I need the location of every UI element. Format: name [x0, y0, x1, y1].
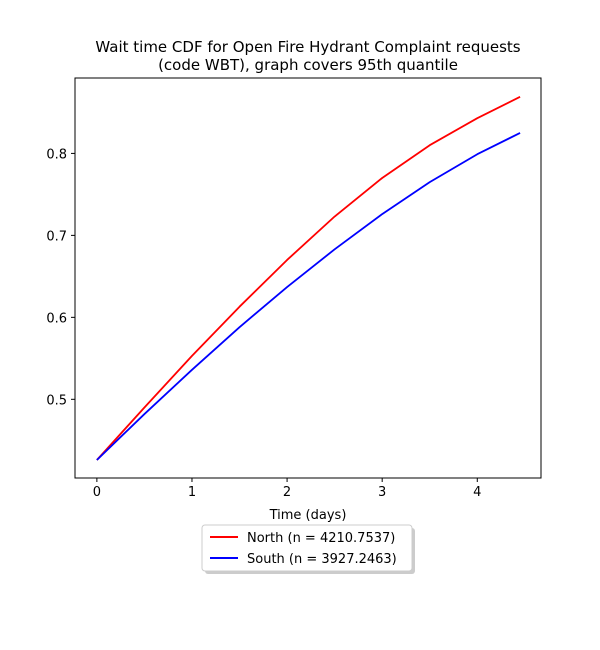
y-tick-label: 0.6	[46, 311, 67, 326]
chart-title-line-1: Wait time CDF for Open Fire Hydrant Comp…	[95, 38, 520, 56]
x-tick-label: 1	[188, 485, 196, 500]
plot-area-frame	[74, 77, 542, 479]
y-tick-label: 0.7	[46, 229, 67, 244]
x-tick-label: 0	[93, 485, 101, 500]
x-axis-label: Time (days)	[269, 508, 347, 523]
x-tick-label: 4	[473, 485, 481, 500]
legend-entry-label: South (n = 3927.2463)	[247, 552, 397, 567]
series-line-north	[96, 96, 521, 461]
chart-title-line-2: (code WBT), graph covers 95th quantile	[158, 56, 458, 74]
y-tick-label: 0.5	[46, 393, 67, 408]
legend: North (n = 4210.7537) South (n = 3927.246…	[201, 524, 415, 574]
legend-entry-label: North (n = 4210.7537)	[247, 531, 395, 546]
legend-box	[201, 524, 413, 572]
series-line-south	[96, 132, 521, 461]
y-axis-ticks: 0.5 0.6 0.7 0.8	[46, 147, 75, 408]
x-tick-label: 3	[378, 485, 386, 500]
y-tick-label: 0.8	[46, 147, 67, 162]
x-axis-ticks: 0 1 2 3 4	[93, 478, 481, 500]
x-tick-label: 2	[283, 485, 291, 500]
series-lines	[96, 96, 521, 461]
